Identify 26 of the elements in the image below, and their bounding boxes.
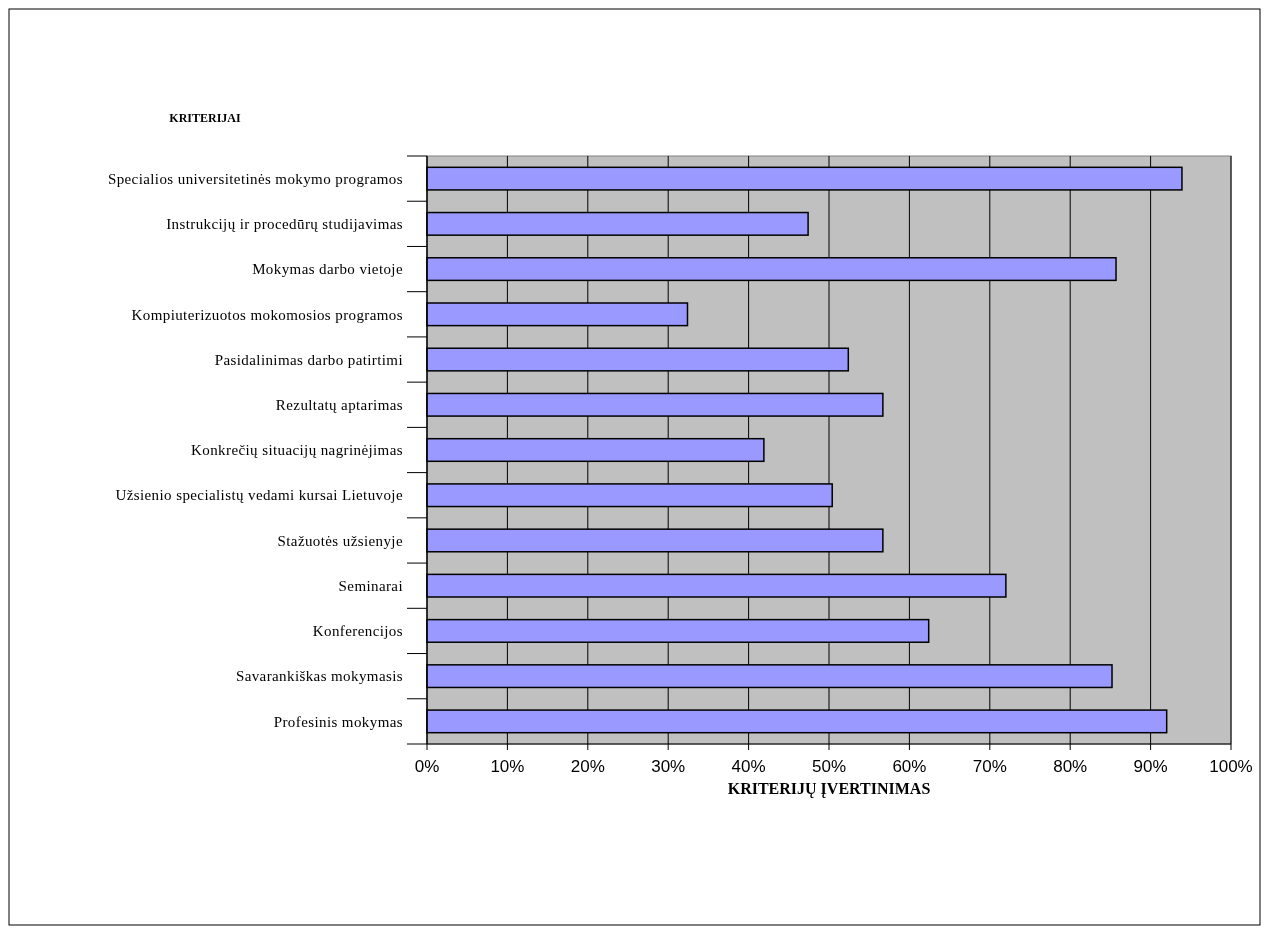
y-tick-label: Kompiuterizuotos mokomosios programos [131, 306, 403, 323]
y-tick-label: Seminarai [338, 577, 403, 594]
x-tick-label: 90% [1133, 757, 1168, 776]
y-tick-label: Mokymas darbo vietoje [252, 261, 403, 278]
x-tick-label: 0% [414, 757, 440, 776]
y-tick-label: Stažuotės užsienyje [277, 532, 403, 549]
x-tick-label: 40% [731, 757, 766, 776]
y-tick-label: Savarankiškas mokymasis [235, 668, 403, 685]
y-axis-title: KRITERIJAI [169, 111, 241, 125]
y-tick-label: Konferencijos [312, 623, 403, 640]
x-tick-label: 100% [1209, 757, 1253, 776]
x-tick-label: 30% [651, 757, 686, 776]
y-tick-label: Konkrečių situacijų nagrinėjimas [191, 442, 403, 459]
x-tick-label: 70% [972, 757, 1007, 776]
y-tick-label: Pasidalinimas darbo patirtimi [214, 351, 403, 368]
y-tick-label: Specialios universitetinės mokymo programos [107, 170, 403, 187]
x-tick-label: 80% [1053, 757, 1088, 776]
x-tick-label: 60% [892, 757, 927, 776]
y-tick-label: Rezultatų aptarimas [275, 397, 403, 414]
x-axis-title: KRITERIJŲ ĮVERTINIMAS [727, 780, 931, 798]
y-tick-label: Profesinis mokymas [273, 713, 403, 730]
x-tick-label: 20% [570, 757, 605, 776]
y-tick-label: Instrukcijų ir procedūrų studijavimas [166, 216, 403, 233]
x-tick-label: 50% [811, 757, 847, 776]
x-tick-label: 10% [490, 757, 525, 776]
y-tick-label: Užsienio specialistų vedami kursai Lietuvoje [115, 487, 403, 504]
